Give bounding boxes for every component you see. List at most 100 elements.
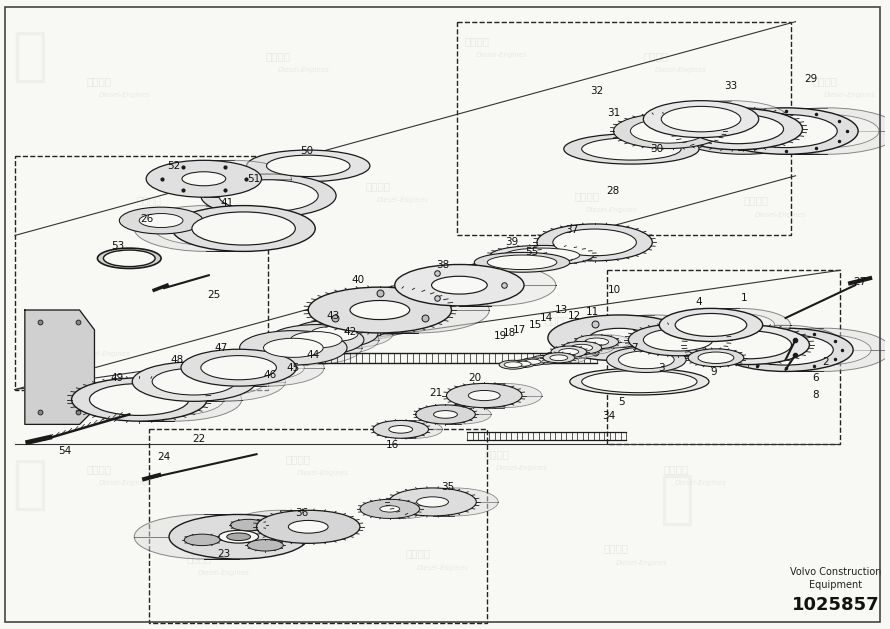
Text: 36: 36 bbox=[295, 508, 308, 518]
Text: Diesel-Engines: Diesel-Engines bbox=[376, 197, 429, 203]
Ellipse shape bbox=[554, 353, 587, 363]
Text: 47: 47 bbox=[214, 343, 227, 353]
Ellipse shape bbox=[433, 411, 457, 418]
Text: 9: 9 bbox=[710, 367, 717, 377]
Ellipse shape bbox=[596, 338, 620, 346]
Ellipse shape bbox=[543, 353, 575, 363]
Text: 16: 16 bbox=[386, 440, 400, 450]
Ellipse shape bbox=[417, 497, 449, 507]
Ellipse shape bbox=[375, 499, 434, 518]
Ellipse shape bbox=[231, 520, 266, 531]
Ellipse shape bbox=[266, 155, 350, 177]
Text: 10: 10 bbox=[608, 285, 621, 295]
Text: 紫发动门: 紫发动门 bbox=[604, 543, 629, 554]
Text: 15: 15 bbox=[529, 320, 542, 330]
Text: 3: 3 bbox=[658, 363, 665, 373]
Ellipse shape bbox=[176, 160, 291, 198]
Text: Diesel-Engines: Diesel-Engines bbox=[586, 206, 637, 213]
Ellipse shape bbox=[756, 328, 890, 372]
Ellipse shape bbox=[247, 150, 370, 182]
Text: 23: 23 bbox=[217, 548, 231, 559]
Ellipse shape bbox=[628, 324, 728, 356]
Ellipse shape bbox=[643, 329, 713, 351]
Ellipse shape bbox=[162, 362, 286, 401]
Ellipse shape bbox=[227, 533, 251, 540]
Text: Diesel-Engines: Diesel-Engines bbox=[655, 67, 707, 74]
Ellipse shape bbox=[261, 520, 300, 533]
Ellipse shape bbox=[734, 114, 837, 148]
Ellipse shape bbox=[119, 207, 203, 234]
Ellipse shape bbox=[698, 352, 734, 364]
Ellipse shape bbox=[721, 325, 845, 365]
Ellipse shape bbox=[395, 264, 524, 306]
Text: 紫发动门: 紫发动门 bbox=[186, 554, 211, 564]
Ellipse shape bbox=[738, 335, 833, 365]
Ellipse shape bbox=[184, 530, 223, 543]
Ellipse shape bbox=[90, 384, 189, 415]
Ellipse shape bbox=[676, 313, 747, 337]
Ellipse shape bbox=[346, 287, 490, 333]
Text: Diesel-Engines: Diesel-Engines bbox=[307, 341, 359, 347]
Text: 55: 55 bbox=[525, 247, 538, 257]
Text: 35: 35 bbox=[441, 482, 454, 492]
Ellipse shape bbox=[590, 328, 650, 347]
Ellipse shape bbox=[169, 515, 308, 559]
Ellipse shape bbox=[489, 391, 520, 401]
Text: 24: 24 bbox=[158, 452, 171, 462]
Text: 20: 20 bbox=[469, 372, 481, 382]
Text: Diesel-Engines: Diesel-Engines bbox=[616, 560, 668, 565]
Text: 34: 34 bbox=[602, 411, 615, 421]
Ellipse shape bbox=[553, 229, 636, 256]
Text: Ⓐ: Ⓐ bbox=[12, 455, 47, 513]
Text: 6: 6 bbox=[812, 372, 819, 382]
Ellipse shape bbox=[182, 368, 265, 395]
Ellipse shape bbox=[154, 212, 257, 245]
Text: 8: 8 bbox=[812, 389, 819, 399]
Ellipse shape bbox=[343, 320, 387, 334]
Ellipse shape bbox=[687, 308, 790, 342]
Ellipse shape bbox=[499, 360, 527, 369]
Text: 紫发动门: 紫发动门 bbox=[684, 325, 708, 335]
Ellipse shape bbox=[125, 384, 223, 415]
Text: 紫发动门: 紫发动门 bbox=[137, 196, 162, 206]
Ellipse shape bbox=[184, 534, 220, 545]
Ellipse shape bbox=[718, 328, 854, 372]
Ellipse shape bbox=[659, 308, 763, 342]
Text: 26: 26 bbox=[141, 213, 154, 223]
Ellipse shape bbox=[426, 264, 556, 306]
Ellipse shape bbox=[389, 426, 413, 433]
Ellipse shape bbox=[449, 411, 473, 418]
Ellipse shape bbox=[380, 506, 400, 512]
Ellipse shape bbox=[691, 106, 771, 132]
Bar bbox=[607, 270, 840, 444]
Text: Diesel-Engines: Diesel-Engines bbox=[278, 67, 329, 74]
Text: 44: 44 bbox=[306, 350, 320, 360]
Ellipse shape bbox=[103, 250, 155, 267]
Ellipse shape bbox=[582, 138, 681, 160]
Ellipse shape bbox=[432, 405, 491, 424]
Text: 2: 2 bbox=[822, 357, 829, 367]
Text: 53: 53 bbox=[110, 242, 124, 252]
Ellipse shape bbox=[607, 347, 686, 372]
Ellipse shape bbox=[619, 351, 674, 369]
Ellipse shape bbox=[133, 362, 255, 401]
Text: 紫发动门: 紫发动门 bbox=[295, 325, 320, 335]
Ellipse shape bbox=[288, 520, 328, 533]
Ellipse shape bbox=[229, 510, 332, 543]
Text: 19: 19 bbox=[494, 331, 506, 341]
Ellipse shape bbox=[181, 349, 296, 386]
Text: 22: 22 bbox=[192, 434, 206, 444]
Text: 5: 5 bbox=[619, 396, 625, 406]
Ellipse shape bbox=[686, 325, 809, 365]
Ellipse shape bbox=[630, 119, 706, 143]
Text: 32: 32 bbox=[590, 86, 603, 96]
Ellipse shape bbox=[668, 329, 738, 351]
Ellipse shape bbox=[688, 349, 744, 367]
Ellipse shape bbox=[229, 355, 304, 380]
Text: 42: 42 bbox=[344, 327, 357, 337]
Text: 49: 49 bbox=[110, 372, 124, 382]
Text: 50: 50 bbox=[300, 146, 312, 156]
Ellipse shape bbox=[373, 420, 429, 438]
Bar bbox=[150, 430, 487, 623]
Ellipse shape bbox=[328, 320, 372, 334]
